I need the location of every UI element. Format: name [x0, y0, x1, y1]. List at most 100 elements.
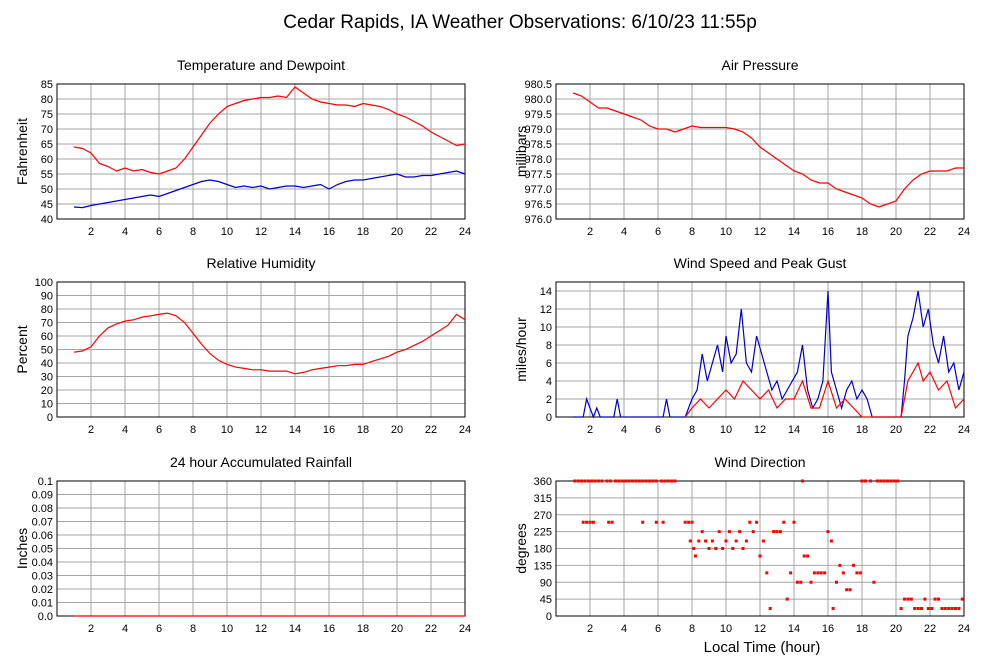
y-tick-label: 100: [35, 277, 53, 289]
x-tick-label: 24: [958, 623, 970, 635]
x-tick-label: 6: [156, 424, 162, 436]
data-point: [872, 580, 876, 584]
chart-title: Wind Speed and Peak Gust: [674, 255, 847, 271]
data-point: [724, 539, 728, 543]
x-tick-label: 2: [587, 623, 593, 635]
data-point: [738, 530, 742, 534]
x-tick-label: 4: [122, 226, 128, 238]
plot-frame: [555, 480, 965, 617]
x-tick-label: 18: [357, 424, 369, 436]
data-point: [688, 539, 692, 543]
y-tick-label: 70: [41, 318, 53, 330]
chart-rain: 24 hour Accumulated Rainfall0.00.010.020…: [14, 454, 471, 635]
data-point: [809, 580, 813, 584]
x-tick-label: 10: [720, 623, 732, 635]
data-point: [886, 479, 889, 483]
y-tick-label: 980.0: [524, 94, 552, 106]
x-tick-label: 16: [323, 226, 335, 238]
data-point: [957, 607, 961, 610]
y-tick-label: 80: [41, 94, 53, 106]
x-tick-label: 20: [391, 623, 403, 635]
data-point: [795, 580, 799, 584]
x-tick-label: 2: [587, 424, 593, 436]
data-point: [614, 479, 617, 483]
x-tick-label: 22: [425, 226, 437, 238]
data-point: [947, 607, 951, 610]
y-axis-label: degrees: [513, 523, 529, 574]
data-point: [926, 607, 930, 610]
series-line-1: [73, 170, 466, 209]
x-tick-label: 6: [156, 623, 162, 635]
data-point: [586, 479, 590, 483]
data-point: [748, 520, 752, 524]
y-tick-label: 20: [41, 385, 53, 397]
x-tick-label: 14: [788, 424, 800, 436]
y-tick-label: 75: [41, 109, 53, 121]
y-axis-label: Percent: [14, 325, 30, 373]
x-tick-label: 18: [856, 623, 868, 635]
y-tick-label: 70: [41, 124, 53, 136]
data-point: [744, 539, 748, 543]
y-tick-label: 10: [41, 399, 53, 411]
x-tick-label: 18: [856, 424, 868, 436]
data-point: [792, 520, 796, 524]
data-point: [903, 597, 906, 601]
x-tick-label: 8: [190, 623, 196, 635]
x-tick-label: 12: [255, 424, 267, 436]
data-point: [765, 571, 769, 575]
x-tick-label: 22: [425, 424, 437, 436]
data-point: [816, 571, 820, 575]
data-point: [879, 479, 883, 483]
x-tick-label: 8: [689, 226, 695, 238]
y-tick-label: 14: [540, 286, 552, 298]
x-tick-label: 24: [459, 623, 471, 635]
y-axis-label: Inches: [14, 528, 30, 569]
y-tick-label: 978.0: [524, 154, 552, 166]
x-tick-label: 12: [255, 226, 267, 238]
data-point: [661, 520, 665, 524]
y-tick-label: 0: [546, 611, 552, 623]
chart-title: Relative Humidity: [207, 255, 316, 271]
y-tick-label: 135: [534, 560, 552, 572]
y-tick-label: 0: [546, 412, 552, 424]
data-point: [670, 479, 674, 483]
y-tick-label: 977.0: [524, 184, 552, 196]
data-point: [960, 597, 964, 601]
data-point: [916, 607, 920, 610]
data-point: [588, 520, 592, 524]
x-tick-label: 10: [221, 424, 233, 436]
data-point: [697, 539, 701, 543]
y-tick-label: 12: [540, 304, 552, 316]
data-point: [899, 607, 903, 610]
data-point: [654, 520, 658, 524]
x-tick-label: 18: [856, 226, 868, 238]
data-point: [954, 607, 957, 610]
x-tick-label: 8: [689, 424, 695, 436]
data-point: [617, 479, 621, 483]
x-tick-label: 14: [788, 623, 800, 635]
data-point: [848, 588, 852, 592]
x-tick-label: 16: [822, 226, 834, 238]
y-tick-label: 0.1: [38, 476, 53, 488]
data-point: [802, 554, 806, 558]
data-point: [835, 580, 838, 584]
data-point: [812, 571, 816, 575]
data-point: [841, 571, 845, 575]
y-tick-label: 80: [41, 304, 53, 316]
y-tick-label: 40: [41, 214, 53, 226]
data-point: [692, 547, 696, 550]
chart-title: Temperature and Dewpoint: [177, 57, 345, 73]
data-point: [607, 520, 611, 524]
x-tick-label: 6: [655, 226, 661, 238]
y-axis-label: miles/hour: [513, 317, 529, 382]
x-tick-label: 4: [621, 424, 627, 436]
y-tick-label: 977.5: [524, 169, 552, 181]
data-point: [590, 479, 594, 483]
x-tick-label: 14: [289, 623, 301, 635]
x-tick-label: 22: [924, 623, 936, 635]
x-tick-label: 12: [754, 623, 766, 635]
y-tick-label: 315: [534, 493, 552, 505]
y-tick-label: 0.0: [38, 611, 53, 623]
y-tick-label: 0.01: [32, 598, 53, 610]
